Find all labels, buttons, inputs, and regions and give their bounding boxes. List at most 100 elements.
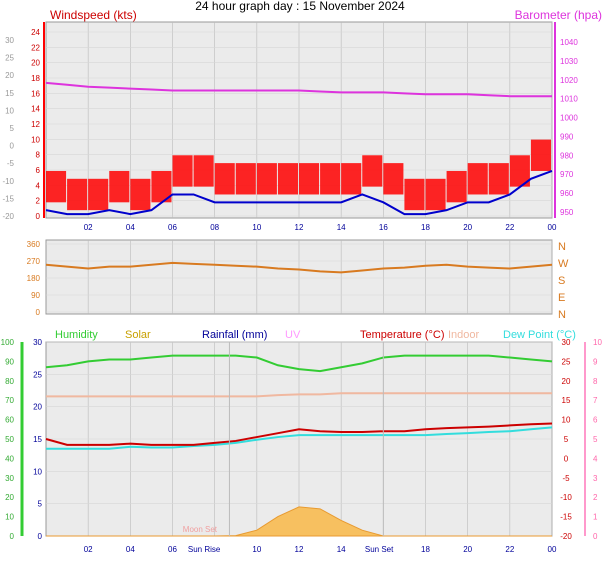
wind-bar <box>362 155 383 187</box>
uv-tick-label: 5 <box>593 435 598 444</box>
wind-tick-label: 22 <box>31 43 40 52</box>
wind-direction-line <box>45 261 553 274</box>
rain-tick-label: 25 <box>33 370 42 379</box>
uv-tick-label: 7 <box>593 396 598 405</box>
wind-tick-label: 16 <box>31 89 40 98</box>
wind-bar <box>383 163 404 195</box>
x-tick-label: 22 <box>505 545 514 554</box>
rain-tick-label: 10 <box>33 467 42 476</box>
uv-tick-label: 6 <box>593 416 598 425</box>
temperature-tick-label: 25 <box>562 357 571 366</box>
x-tick-label: 06 <box>168 223 177 232</box>
wind-average-line <box>45 170 553 216</box>
wind-bar <box>88 178 109 211</box>
x-tick-label: 22 <box>505 223 514 232</box>
wind-bar <box>214 163 235 195</box>
temperature-tick-label: 30 <box>562 338 571 347</box>
x-tick-label: 16 <box>379 223 388 232</box>
x-tick-label: 02 <box>84 223 93 232</box>
baro-tick-label: 970 <box>560 170 574 179</box>
wind-tick-label: 2 <box>36 197 41 206</box>
direction-tick-label: 270 <box>27 257 41 266</box>
baro-tick-label: 1020 <box>560 76 578 85</box>
x-tick-label: 12 <box>295 223 304 232</box>
wind-bar <box>530 139 551 171</box>
uv-tick-label: 2 <box>593 493 598 502</box>
uv-tick-label: 1 <box>593 513 598 522</box>
x-tick-label: 12 <box>295 545 304 554</box>
humidity-tick-label: 30 <box>5 474 14 483</box>
temp-ref-tick-label: 0 <box>10 142 15 151</box>
wind-bar <box>467 163 488 195</box>
wind-bar <box>109 170 130 203</box>
x-tick-label: 08 <box>210 223 219 232</box>
x-tick-label: 18 <box>421 223 430 232</box>
temp-ref-tick-label: 30 <box>5 36 14 45</box>
x-tick-label: 10 <box>252 223 261 232</box>
wind-tick-label: 20 <box>31 59 40 68</box>
wind-tick-label: 10 <box>31 135 40 144</box>
temperature-tick-label: -10 <box>560 493 572 502</box>
x-tick-label: 06 <box>168 545 177 554</box>
humidity-tick-label: 50 <box>5 435 14 444</box>
temperature-tick-label: -20 <box>560 532 572 541</box>
x-tick-label: 18 <box>421 545 430 554</box>
wind-bar <box>509 155 530 187</box>
sunset-label: Sun Set <box>365 545 394 554</box>
compass-tick-label: S <box>558 275 565 287</box>
sunrise-label: Sun Rise <box>188 545 221 554</box>
baro-tick-label: 950 <box>560 208 574 217</box>
compass-tick-label: N <box>558 241 566 253</box>
rain-tick-label: 30 <box>33 338 42 347</box>
x-tick-label: 20 <box>463 545 472 554</box>
direction-tick-label: 90 <box>31 291 40 300</box>
wind-tick-label: 12 <box>31 120 40 129</box>
temp-ref-tick-label: 20 <box>5 71 14 80</box>
humidity-tick-label: 20 <box>5 493 14 502</box>
baro-tick-label: 1030 <box>560 57 578 66</box>
direction-tick-label: 0 <box>36 308 41 317</box>
temperature-tick-label: 5 <box>564 435 569 444</box>
wind-bar <box>277 163 298 195</box>
temp-ref-tick-label: -10 <box>2 177 14 186</box>
wind-bar <box>446 170 467 203</box>
humidity-tick-label: 70 <box>5 396 14 405</box>
legend-item: Solar <box>125 329 151 341</box>
baro-tick-label: 1010 <box>560 95 578 104</box>
rain-tick-label: 0 <box>38 532 43 541</box>
temperature-tick-label: 15 <box>562 396 571 405</box>
indoor-temp-line <box>46 392 552 398</box>
legend-item: Temperature (°C) <box>360 329 444 341</box>
temperature-tick-label: 20 <box>562 377 571 386</box>
uv-tick-label: 3 <box>593 474 598 483</box>
humidity-tick-label: 60 <box>5 416 14 425</box>
humidity-tick-label: 0 <box>10 532 15 541</box>
temperature-tick-label: -5 <box>562 474 570 483</box>
humidity-tick-label: 80 <box>5 377 14 386</box>
solar-area <box>46 506 552 537</box>
humidity-line <box>45 354 553 373</box>
wind-bar <box>256 163 277 195</box>
rain-tick-label: 5 <box>38 500 43 509</box>
direction-tick-label: 360 <box>27 240 41 249</box>
x-tick-label: 04 <box>126 223 135 232</box>
legend-item: Rainfall (mm) <box>202 329 267 341</box>
baro-axis-label: Barometer (hpa) <box>515 8 602 22</box>
humidity-tick-label: 100 <box>1 338 15 347</box>
temperature-tick-label: 0 <box>564 454 569 463</box>
compass-tick-label: N <box>558 309 566 321</box>
baro-tick-label: 980 <box>560 151 574 160</box>
wind-axis-label: Windspeed (kts) <box>50 8 137 22</box>
wind-bar <box>235 163 256 195</box>
direction-tick-label: 180 <box>27 274 41 283</box>
chart-title: 24 hour graph day : 15 November 2024 <box>195 0 405 13</box>
temperature-tick-label: 10 <box>562 416 571 425</box>
wind-bar <box>425 178 446 211</box>
rain-tick-label: 15 <box>33 435 42 444</box>
temp-ref-tick-label: 15 <box>5 89 14 98</box>
x-tick-label: 02 <box>84 545 93 554</box>
x-tick-label: 04 <box>126 545 135 554</box>
wind-tick-label: 18 <box>31 74 40 83</box>
uv-tick-label: 0 <box>593 532 598 541</box>
uv-tick-label: 4 <box>593 454 598 463</box>
